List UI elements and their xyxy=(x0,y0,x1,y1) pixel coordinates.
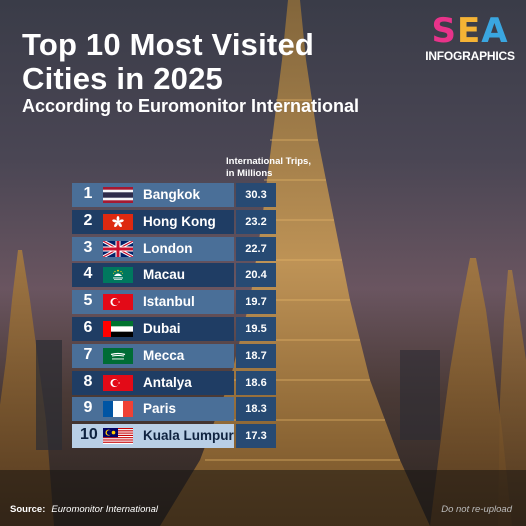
uk-flag-icon xyxy=(103,240,133,257)
source-credit: Source: Euromonitor International xyxy=(10,504,158,515)
macau-flag-icon xyxy=(103,267,133,284)
table-row: 6 Dubai 19.5 xyxy=(72,316,276,341)
row-main-cell: 2 Hong Kong xyxy=(72,209,234,234)
logo-letter-a: A xyxy=(481,11,509,51)
turkey-flag-icon xyxy=(103,374,133,391)
row-main-cell: 1 Bangkok xyxy=(72,183,234,207)
table-row: 5 Istanbul 19.7 xyxy=(72,290,276,315)
logo-wordmark: SEA xyxy=(422,14,518,48)
trips-value: 18.6 xyxy=(236,370,276,395)
table-row: 1 Bangkok 30.3 xyxy=(72,183,276,207)
table-row: 8 Antalya 18.6 xyxy=(72,370,276,395)
rank-number: 8 xyxy=(83,372,93,390)
trips-value: 30.3 xyxy=(236,183,276,207)
logo-letter-e: E xyxy=(456,11,482,51)
right-temple-spires xyxy=(430,258,526,526)
city-name: Dubai xyxy=(143,320,181,336)
trips-value: 23.2 xyxy=(236,209,276,234)
table-row: 2 Hong Kong 23.2 xyxy=(72,209,276,234)
france-flag-icon xyxy=(103,401,133,418)
row-main-cell: 6 Dubai xyxy=(72,316,234,341)
trips-value: 22.7 xyxy=(236,236,276,261)
trips-value: 20.4 xyxy=(236,263,276,288)
trips-value: 18.7 xyxy=(236,343,276,368)
rank-number: 1 xyxy=(83,185,93,202)
column-header: International Trips, in Millions xyxy=(226,156,311,180)
rank-number: 5 xyxy=(83,292,93,310)
table-row: 9 Paris 18.3 xyxy=(72,397,276,422)
trips-value: 19.7 xyxy=(236,290,276,315)
row-main-cell: 10 Kuala Lumpur xyxy=(72,424,234,449)
rank-number: 9 xyxy=(83,399,93,417)
row-main-cell: 3 London xyxy=(72,236,234,261)
page-title: Top 10 Most Visited Cities in 2025 xyxy=(22,28,314,96)
sea-infographics-logo: SEA INFOGRAPHICS xyxy=(422,14,518,63)
table-row: 10 Kuala Lumpur 17.3 xyxy=(72,424,276,449)
rank-number: 6 xyxy=(83,318,93,336)
uae-flag-icon xyxy=(103,320,133,337)
city-name: Paris xyxy=(143,401,177,417)
column-header-line-1: International Trips, xyxy=(226,156,311,167)
column-header-line-2: in Millions xyxy=(226,168,273,179)
city-name: Hong Kong xyxy=(143,213,216,229)
logo-letter-s: S xyxy=(431,11,457,51)
hong-kong-flag-icon xyxy=(103,213,133,230)
rank-number: 2 xyxy=(83,211,93,229)
saudi-arabia-flag-icon xyxy=(103,347,133,364)
trips-value: 19.5 xyxy=(236,316,276,341)
trips-value: 17.3 xyxy=(236,424,276,449)
malaysia-flag-icon xyxy=(103,428,133,445)
city-name: Mecca xyxy=(143,347,185,363)
city-name: Bangkok xyxy=(143,187,201,202)
city-name: London xyxy=(143,240,193,256)
table-row: 3 London 22.7 xyxy=(72,236,276,261)
rank-number: 4 xyxy=(83,265,93,283)
row-main-cell: 8 Antalya xyxy=(72,370,234,395)
thailand-flag-icon xyxy=(103,187,133,203)
logo-tagline: INFOGRAPHICS xyxy=(425,49,515,63)
city-name: Antalya xyxy=(143,374,192,390)
row-main-cell: 9 Paris xyxy=(72,397,234,422)
source-label: Source: xyxy=(10,504,46,515)
title-line-2: Cities in 2025 xyxy=(22,61,223,96)
row-main-cell: 4 Macau xyxy=(72,263,234,288)
ranking-table: 1 Bangkok 30.3 2 Hong Kong 23.2 3 London 22.7 4 Ma… xyxy=(72,183,276,451)
reupload-notice: Do not re-upload xyxy=(441,504,512,515)
city-name: Kuala Lumpur xyxy=(143,428,234,444)
rank-number: 10 xyxy=(80,426,98,444)
row-main-cell: 7 Mecca xyxy=(72,343,234,368)
rank-number: 3 xyxy=(83,238,93,256)
rank-number: 7 xyxy=(83,345,93,363)
city-name: Macau xyxy=(143,267,186,283)
trips-value: 18.3 xyxy=(236,397,276,422)
table-row: 7 Mecca 18.7 xyxy=(72,343,276,368)
page-subtitle: According to Euromonitor International xyxy=(22,96,359,116)
city-name: Istanbul xyxy=(143,294,195,310)
source-value: Euromonitor International xyxy=(51,504,159,515)
turkey-flag-icon xyxy=(103,294,133,311)
table-row: 4 Macau 20.4 xyxy=(72,263,276,288)
row-main-cell: 5 Istanbul xyxy=(72,290,234,315)
left-temple-spire xyxy=(0,250,54,526)
title-line-1: Top 10 Most Visited xyxy=(22,27,315,62)
